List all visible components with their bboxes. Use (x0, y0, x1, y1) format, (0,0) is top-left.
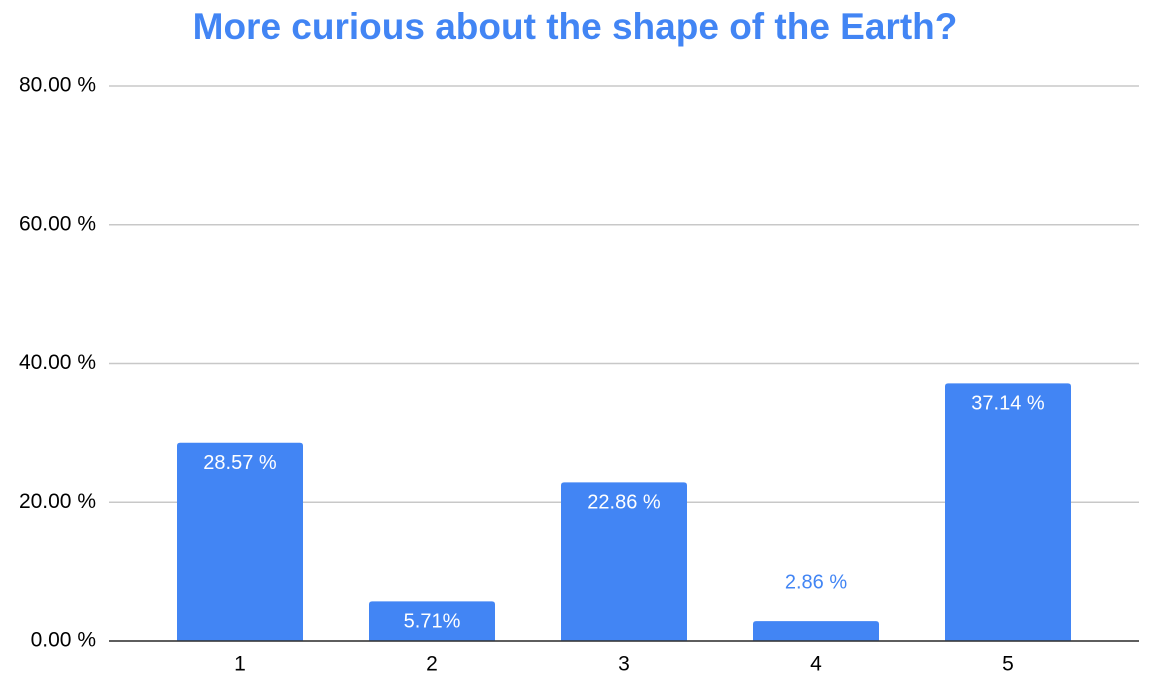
chart-title: More curious about the shape of the Eart… (193, 6, 958, 47)
x-tick-label: 5 (1002, 653, 1014, 676)
bar (561, 482, 687, 641)
value-label: 37.14 % (971, 393, 1045, 415)
y-tick-label: 80.00 % (19, 74, 96, 97)
x-tick-label: 4 (810, 653, 822, 676)
bar (177, 442, 303, 641)
bar (753, 621, 879, 641)
bar (369, 601, 495, 641)
value-label: 5.71% (404, 611, 461, 633)
x-tick-label: 1 (234, 653, 246, 676)
y-tick-label: 20.00 % (19, 490, 96, 513)
y-tick-label: 40.00 % (19, 351, 96, 374)
y-tick-label: 0.00 % (31, 629, 96, 652)
value-label: 28.57 % (203, 452, 277, 474)
value-label: 2.86 % (785, 571, 847, 593)
y-tick-label: 60.00 % (19, 212, 96, 235)
x-tick-label: 2 (426, 653, 438, 676)
value-label: 22.86 % (587, 492, 661, 514)
bar (945, 383, 1071, 641)
x-tick-label: 3 (618, 653, 630, 676)
